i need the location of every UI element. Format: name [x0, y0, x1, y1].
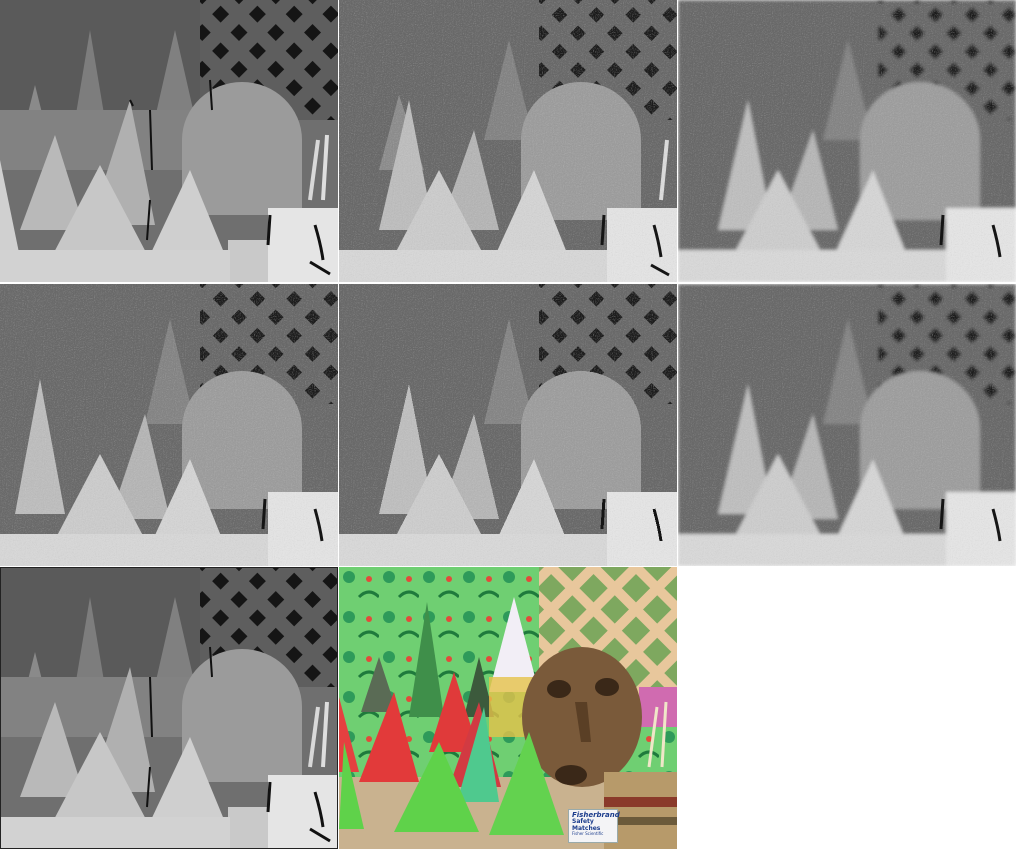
rgb-reference-photo: Fisherbrand Safety Matches Fisher Scient…	[339, 567, 677, 849]
depth-map-blocky	[339, 284, 677, 566]
empty-cell	[678, 567, 1016, 849]
depth-map-noisy-smooth	[678, 284, 1016, 566]
matchbox-product: Safety Matches	[572, 818, 601, 832]
matchbox-manufacturer: Fisher Scientific	[572, 830, 604, 836]
depth-panel-noisy-1	[339, 0, 677, 282]
depth-panel-noisy-2	[678, 0, 1016, 282]
depth-map-sharp	[0, 0, 338, 282]
depth-map-ground-truth	[0, 567, 338, 849]
depth-panel-noisy-4	[678, 284, 1016, 566]
depth-panel-blocky	[339, 284, 677, 566]
depth-panel-ground-truth	[0, 567, 338, 849]
depth-panel-sparse	[0, 0, 338, 282]
depth-map-noisy-smooth	[678, 0, 1016, 282]
matchbox-label: Fisherbrand Safety Matches Fisher Scient…	[568, 809, 620, 843]
depth-map-noisy	[339, 0, 677, 282]
depth-map-noisy	[0, 284, 338, 566]
depth-panel-noisy-3	[0, 284, 338, 566]
color-scene	[339, 567, 677, 849]
matchbox-brand: Fisherbrand	[572, 811, 620, 819]
